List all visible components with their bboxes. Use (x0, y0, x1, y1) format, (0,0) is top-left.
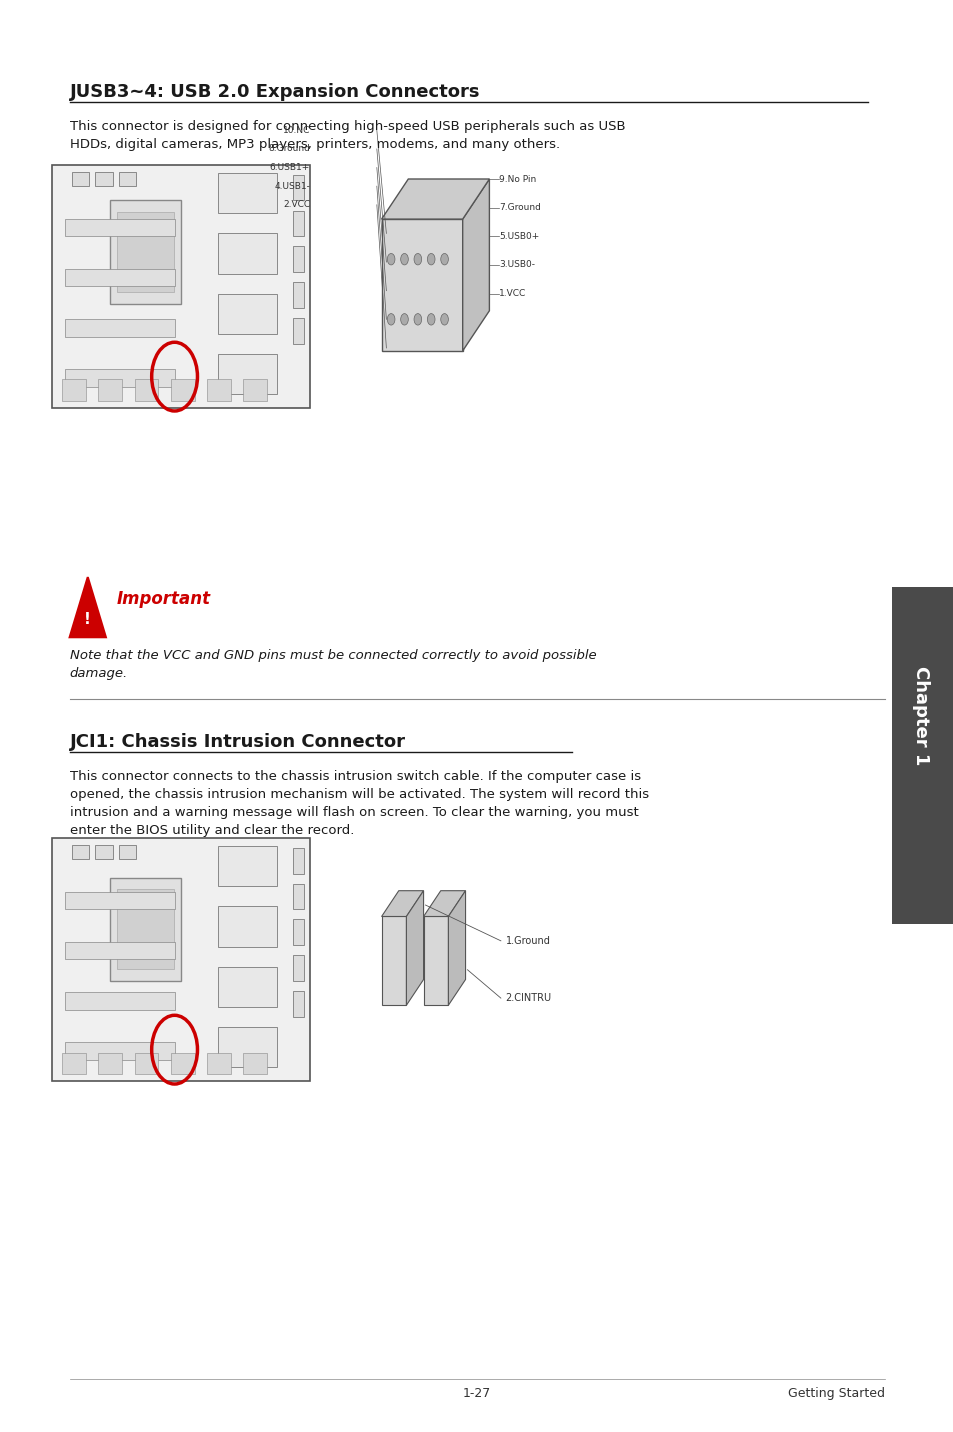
FancyBboxPatch shape (95, 845, 112, 859)
FancyBboxPatch shape (217, 233, 276, 274)
FancyBboxPatch shape (171, 379, 194, 401)
FancyBboxPatch shape (293, 211, 304, 236)
FancyBboxPatch shape (52, 838, 310, 1081)
Text: Important: Important (116, 590, 211, 609)
FancyBboxPatch shape (381, 219, 462, 351)
FancyBboxPatch shape (65, 319, 174, 337)
FancyBboxPatch shape (293, 884, 304, 909)
FancyBboxPatch shape (207, 1053, 231, 1074)
Circle shape (400, 253, 408, 265)
FancyBboxPatch shape (217, 354, 276, 394)
Text: !: ! (84, 611, 91, 627)
Circle shape (440, 253, 448, 265)
Circle shape (414, 253, 421, 265)
Circle shape (427, 314, 435, 325)
FancyBboxPatch shape (171, 1053, 194, 1074)
Text: This connector connects to the chassis intrusion switch cable. If the computer c: This connector connects to the chassis i… (70, 770, 648, 838)
Text: Note that the VCC and GND pins must be connected correctly to avoid possible
dam: Note that the VCC and GND pins must be c… (70, 649, 596, 680)
FancyBboxPatch shape (65, 992, 174, 1010)
FancyBboxPatch shape (293, 282, 304, 308)
FancyBboxPatch shape (117, 212, 173, 292)
FancyBboxPatch shape (98, 379, 122, 401)
FancyBboxPatch shape (293, 991, 304, 1017)
Circle shape (387, 314, 395, 325)
Polygon shape (381, 891, 423, 916)
Polygon shape (406, 891, 423, 1005)
Text: Getting Started: Getting Started (787, 1388, 884, 1400)
Polygon shape (448, 891, 465, 1005)
Circle shape (414, 314, 421, 325)
Text: 1.VCC: 1.VCC (498, 289, 526, 298)
Text: 5.USB0+: 5.USB0+ (498, 232, 538, 241)
Circle shape (400, 314, 408, 325)
FancyBboxPatch shape (243, 1053, 267, 1074)
FancyBboxPatch shape (119, 845, 136, 859)
FancyBboxPatch shape (217, 294, 276, 334)
FancyBboxPatch shape (110, 878, 181, 981)
Text: 2.CINTRU: 2.CINTRU (505, 994, 551, 1002)
FancyBboxPatch shape (65, 269, 174, 286)
Text: 1.Ground: 1.Ground (505, 937, 550, 945)
FancyBboxPatch shape (293, 919, 304, 945)
FancyBboxPatch shape (217, 173, 276, 213)
Text: 10.NC: 10.NC (282, 126, 310, 135)
FancyBboxPatch shape (217, 967, 276, 1007)
FancyBboxPatch shape (98, 1053, 122, 1074)
FancyBboxPatch shape (293, 175, 304, 200)
FancyBboxPatch shape (293, 955, 304, 981)
Polygon shape (462, 179, 489, 351)
FancyBboxPatch shape (117, 889, 173, 969)
Text: 9.No Pin: 9.No Pin (498, 175, 536, 183)
FancyBboxPatch shape (293, 848, 304, 874)
Text: JCI1: Chassis Intrusion Connector: JCI1: Chassis Intrusion Connector (70, 733, 405, 752)
Text: This connector is designed for connecting high-speed USB peripherals such as USB: This connector is designed for connectin… (70, 120, 624, 152)
FancyBboxPatch shape (207, 379, 231, 401)
FancyBboxPatch shape (62, 379, 86, 401)
FancyBboxPatch shape (62, 1053, 86, 1074)
Text: JUSB3~4: USB 2.0 Expansion Connectors: JUSB3~4: USB 2.0 Expansion Connectors (70, 83, 479, 102)
Polygon shape (381, 179, 489, 219)
FancyBboxPatch shape (891, 587, 953, 924)
FancyBboxPatch shape (110, 200, 181, 304)
Text: 2.VCC: 2.VCC (283, 200, 310, 209)
Text: 6.USB1+: 6.USB1+ (270, 163, 310, 172)
Circle shape (387, 253, 395, 265)
FancyBboxPatch shape (71, 845, 89, 859)
FancyBboxPatch shape (65, 942, 174, 959)
FancyBboxPatch shape (293, 318, 304, 344)
FancyBboxPatch shape (217, 1027, 276, 1067)
Polygon shape (423, 891, 465, 916)
FancyBboxPatch shape (95, 172, 112, 186)
Text: 1-27: 1-27 (462, 1388, 491, 1400)
FancyBboxPatch shape (65, 1042, 174, 1060)
FancyBboxPatch shape (381, 916, 406, 1005)
Circle shape (440, 314, 448, 325)
FancyBboxPatch shape (217, 906, 276, 947)
FancyBboxPatch shape (293, 246, 304, 272)
FancyBboxPatch shape (119, 172, 136, 186)
Text: Chapter 1: Chapter 1 (911, 666, 928, 766)
Text: 3.USB0-: 3.USB0- (498, 261, 535, 269)
FancyBboxPatch shape (71, 172, 89, 186)
Text: 7.Ground: 7.Ground (498, 203, 540, 212)
Text: 8.Ground: 8.Ground (268, 145, 310, 153)
FancyBboxPatch shape (134, 379, 158, 401)
Text: 4.USB1-: 4.USB1- (274, 182, 310, 190)
FancyBboxPatch shape (423, 916, 448, 1005)
FancyBboxPatch shape (217, 846, 276, 886)
FancyBboxPatch shape (65, 892, 174, 909)
FancyBboxPatch shape (65, 369, 174, 387)
FancyBboxPatch shape (65, 219, 174, 236)
Circle shape (427, 253, 435, 265)
FancyBboxPatch shape (52, 165, 310, 408)
FancyBboxPatch shape (243, 379, 267, 401)
Polygon shape (70, 577, 106, 637)
FancyBboxPatch shape (134, 1053, 158, 1074)
